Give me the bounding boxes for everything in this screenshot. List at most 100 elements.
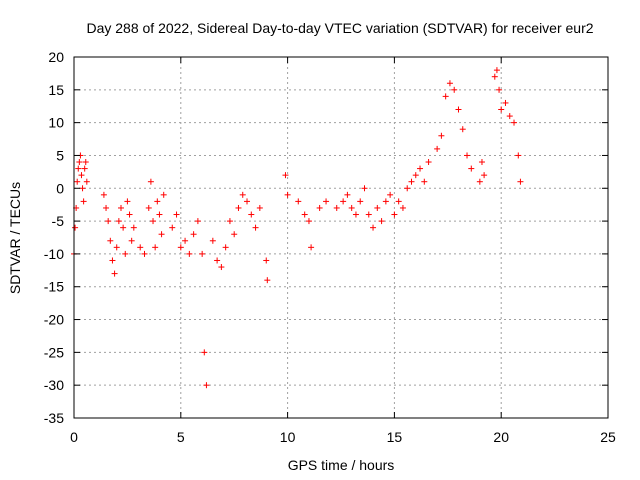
data-point [76,159,83,166]
data-point [455,106,462,113]
data-point [156,211,163,218]
x-tick-label: 10 [280,429,296,445]
data-point [511,119,518,126]
data-point [199,250,206,257]
data-point [194,218,201,225]
data-point [468,165,475,172]
data-point [412,172,419,179]
data-point [152,244,159,251]
data-point [214,257,221,264]
data-point [120,224,127,231]
data-point [190,231,197,238]
data-point [382,198,389,205]
data-point [173,211,180,218]
data-point [357,198,364,205]
data-point [391,211,398,218]
data-points [71,67,524,389]
data-point [517,178,524,185]
data-point [218,264,225,271]
data-point [502,99,509,106]
data-point [128,237,135,244]
data-point [248,211,255,218]
data-point [323,198,330,205]
data-point [476,178,483,185]
data-point [408,178,415,185]
data-point [498,106,505,113]
data-point [186,250,193,257]
data-point [316,204,323,211]
data-point [209,237,216,244]
data-point [348,204,355,211]
data-point [496,86,503,93]
data-point [295,198,302,205]
data-point [222,244,229,251]
data-point [442,93,449,100]
data-point [434,145,441,152]
data-point [239,191,246,198]
data-point [75,165,82,172]
data-point [81,165,88,172]
data-point [83,178,90,185]
data-point [72,224,79,231]
data-point [417,165,424,172]
data-point [109,257,116,264]
data-point [79,185,86,192]
data-point [478,159,485,166]
data-point [446,80,453,87]
data-point [126,211,133,218]
data-point [370,224,377,231]
x-tick-label: 5 [177,429,185,445]
data-point [145,204,152,211]
y-tick-label: 10 [48,115,64,131]
axis-ticks [73,56,609,419]
data-point [105,218,112,225]
data-point [308,244,315,251]
x-tick-labels: 0 5 10 15 20 25 [70,429,616,445]
data-point [252,224,259,231]
y-tick-label: 0 [56,180,64,196]
data-point [147,178,154,185]
data-point [115,218,122,225]
data-point [464,152,471,159]
data-point [301,211,308,218]
x-tick-label: 15 [387,429,403,445]
data-point [493,67,500,74]
data-point [226,218,233,225]
data-point [399,204,406,211]
y-tick-label: -30 [44,377,64,393]
data-point [130,224,137,231]
data-point [235,204,242,211]
chart-title: Day 288 of 2022, Sidereal Day-to-day VTE… [86,20,593,36]
y-tick-label: -15 [44,279,64,295]
data-point [515,152,522,159]
data-point [395,198,402,205]
data-point [78,172,85,179]
data-point [137,244,144,251]
data-point [113,244,120,251]
x-tick-label: 20 [493,429,509,445]
data-point [169,224,176,231]
data-point [177,244,184,251]
y-tick-label: -10 [44,246,64,262]
data-point [124,198,131,205]
data-point [74,178,81,185]
data-point [506,113,513,120]
data-point [231,231,238,238]
data-point [100,191,107,198]
data-point [107,237,114,244]
y-tick-label: -5 [52,213,65,229]
data-point [82,159,89,166]
data-point [160,191,167,198]
data-point [201,349,208,356]
data-point [244,198,251,205]
data-point [387,191,394,198]
data-point [438,132,445,139]
data-point [182,237,189,244]
x-tick-label: 25 [600,429,616,445]
data-point [203,382,210,389]
data-point [404,185,411,192]
y-tick-label: 5 [56,147,64,163]
y-tick-label: -20 [44,312,64,328]
data-point [459,126,466,133]
